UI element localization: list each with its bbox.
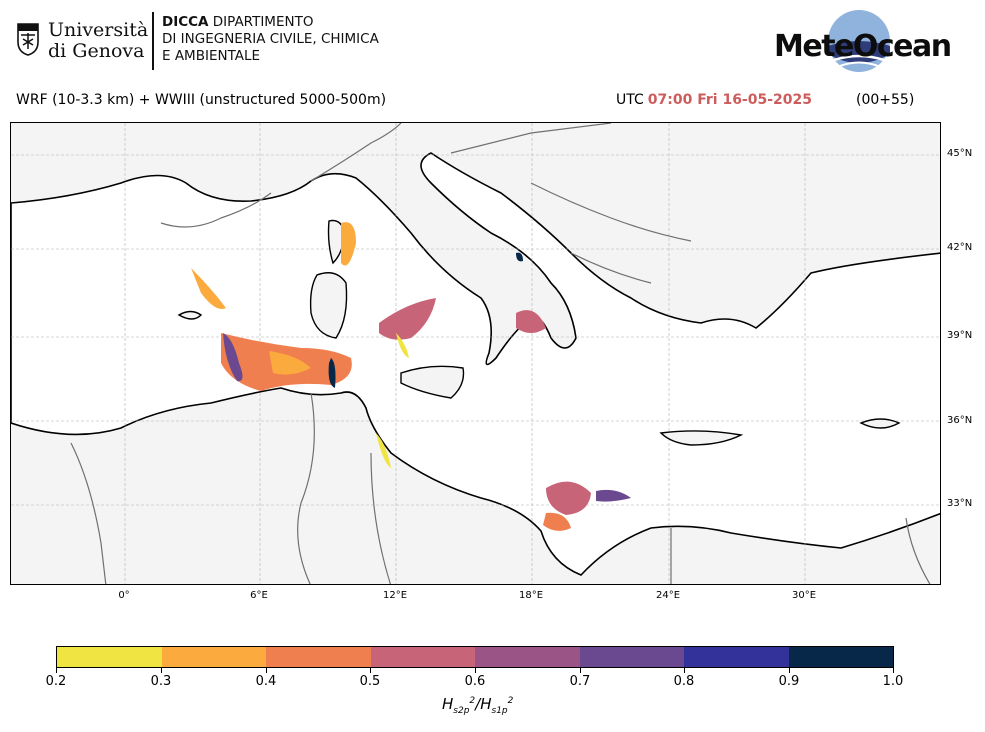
islands <box>177 219 901 446</box>
meteocean-wordmark: MeteOcean <box>774 29 952 64</box>
colorbar-tick-label: 1.0 <box>882 674 904 689</box>
unige-line1: Università <box>48 19 149 41</box>
colorbar-tick-label: 0.5 <box>359 674 381 689</box>
sea-western-med <box>11 152 940 576</box>
lon-label-0: 0° <box>118 590 130 601</box>
colorbar <box>56 646 894 668</box>
field-tyrrhenian-edge <box>396 333 409 358</box>
field-balearic-yellow <box>191 268 226 309</box>
colorbar-tick <box>161 668 162 673</box>
unige-name: Università di Genova <box>48 20 148 62</box>
wave-ratio-fields <box>191 222 631 531</box>
colorbar-tick <box>789 668 790 673</box>
balearic <box>177 310 203 320</box>
valid-time: 07:00 Fri 16-05-2025 <box>647 92 812 108</box>
colorbar-tick <box>266 668 267 673</box>
lon-label-18e: 18°E <box>518 590 544 601</box>
colorbar-tick-label: 0.6 <box>464 674 486 689</box>
lon-label-6e: 6°E <box>250 590 268 601</box>
dicca-line2: DI INGEGNERIA CIVILE, CHIMICA <box>162 31 379 47</box>
field-libyan-sea <box>546 481 591 515</box>
meteocean-globe-icon <box>828 10 890 72</box>
crete <box>659 430 744 446</box>
lon-label-30e: 30°E <box>791 590 817 601</box>
country-borders <box>70 123 931 584</box>
colorbar-segment <box>579 647 684 667</box>
lat-label-42: 42°N <box>947 242 973 253</box>
colorbar-tick-label: 0.7 <box>569 674 591 689</box>
colorbar-tick-label: 0.2 <box>45 674 67 689</box>
colorbar-tick-label: 0.8 <box>673 674 695 689</box>
unige-shield-icon <box>17 23 39 56</box>
lon-label-24e: 24°E <box>655 590 681 601</box>
colorbar-segment <box>161 647 266 667</box>
colorbar-tick <box>56 668 57 673</box>
logo-divider <box>152 12 154 70</box>
sardinia <box>309 272 348 339</box>
field-libyan-sea-edge <box>543 512 571 531</box>
dicca-department: DICCA DIPARTIMENTO DI INGEGNERIA CIVILE,… <box>162 14 379 65</box>
model-title: WRF (10-3.3 km) + WWIII (unstructured 50… <box>16 92 387 108</box>
colorbar-tick <box>684 668 685 673</box>
lat-label-36: 36°N <box>947 415 973 426</box>
map-panel <box>10 122 941 585</box>
field-adriatic <box>516 252 523 262</box>
dicca-line1: DIPARTIMENTO <box>208 14 314 30</box>
colorbar-tick-label: 0.4 <box>255 674 277 689</box>
lon-label-12e: 12°E <box>382 590 408 601</box>
colorbar-segment <box>266 647 371 667</box>
field-algerian-core <box>223 333 243 382</box>
lead-time: (00+55) <box>856 92 915 108</box>
colorbar-segment <box>684 647 789 667</box>
dicca-line3: E AMBIENTALE <box>162 48 261 64</box>
lat-label-33: 33°N <box>947 498 973 509</box>
field-tunisia <box>376 433 391 468</box>
colorbar-tick-label: 0.9 <box>778 674 800 689</box>
graticule <box>11 123 940 584</box>
colorbar-title: Hs2p2/Hs1p2 <box>442 695 514 716</box>
unige-line2: di Genova <box>48 40 145 62</box>
mediterranean-map <box>11 123 940 584</box>
unige-logo: Università di Genova <box>14 12 154 72</box>
sicily <box>400 365 465 399</box>
field-tyrrhenian <box>379 298 436 340</box>
colorbar-tick <box>893 668 894 673</box>
colorbar-tick <box>475 668 476 673</box>
cyprus <box>859 418 901 429</box>
colorbar-tick-label: 0.3 <box>150 674 172 689</box>
forecast-time: UTC 07:00 Fri 16-05-2025 <box>616 92 812 108</box>
field-ionian <box>516 310 546 333</box>
field-algerian-yellow <box>269 351 311 375</box>
meteocean-logo: MeteOcean <box>772 8 952 76</box>
colorbar-segment <box>57 647 162 667</box>
dicca-acronym: DICCA <box>162 14 209 30</box>
lat-label-45: 45°N <box>947 148 973 159</box>
field-ligurian <box>341 222 356 266</box>
colorbar-segment <box>475 647 580 667</box>
colorbar-tick <box>580 668 581 673</box>
utc-label: UTC <box>616 92 644 108</box>
colorbar-tick <box>370 668 371 673</box>
colorbar-segment <box>788 647 893 667</box>
lat-label-39: 39°N <box>947 330 973 341</box>
field-algerian-peak <box>328 358 336 388</box>
colorbar-segment <box>370 647 475 667</box>
field-libyan-sea-east <box>596 489 631 502</box>
